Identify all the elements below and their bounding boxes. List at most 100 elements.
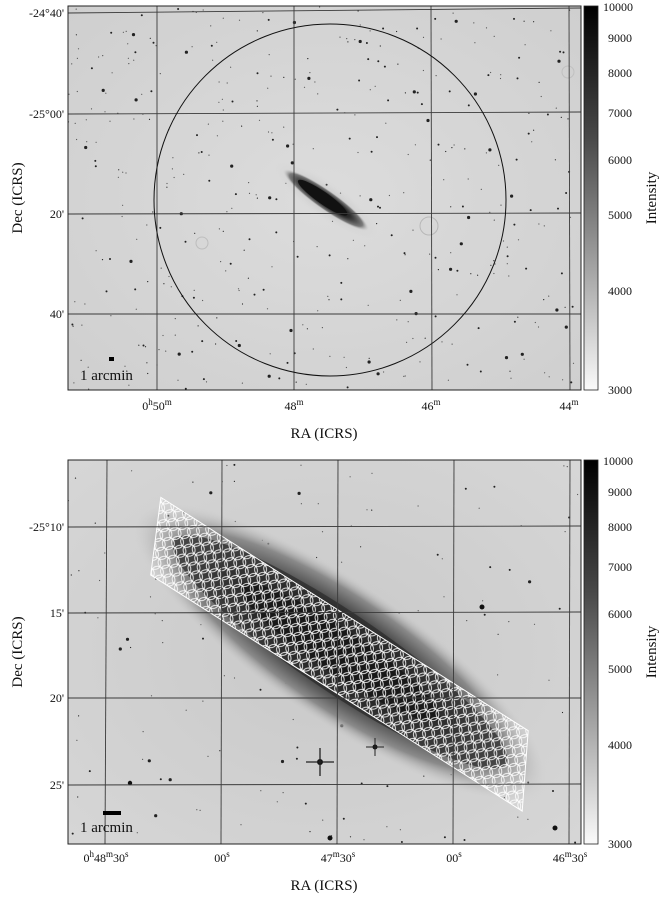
star bbox=[223, 675, 225, 677]
star bbox=[81, 324, 83, 326]
star bbox=[529, 209, 532, 212]
star bbox=[508, 621, 510, 623]
star bbox=[346, 38, 348, 40]
star bbox=[562, 51, 565, 54]
star bbox=[550, 30, 552, 32]
star bbox=[237, 288, 240, 290]
star bbox=[131, 33, 136, 37]
star bbox=[283, 126, 285, 128]
star bbox=[292, 718, 294, 721]
star bbox=[85, 119, 87, 121]
star bbox=[379, 45, 381, 47]
star bbox=[307, 76, 311, 80]
star bbox=[445, 150, 447, 153]
star bbox=[248, 182, 250, 184]
star bbox=[76, 138, 78, 141]
star bbox=[136, 832, 138, 834]
star bbox=[270, 75, 272, 77]
star bbox=[208, 154, 210, 156]
star bbox=[197, 325, 199, 327]
star bbox=[572, 362, 575, 364]
star bbox=[493, 485, 496, 488]
star bbox=[75, 34, 77, 36]
star bbox=[560, 116, 562, 118]
star bbox=[467, 104, 470, 107]
star bbox=[174, 318, 176, 320]
star bbox=[94, 522, 96, 524]
star bbox=[557, 207, 559, 210]
star bbox=[111, 72, 113, 74]
star bbox=[483, 613, 486, 616]
colorbar bbox=[583, 5, 599, 391]
bottom-frame bbox=[67, 459, 582, 845]
star bbox=[328, 299, 330, 301]
star bbox=[513, 17, 515, 20]
star bbox=[233, 480, 235, 482]
star bbox=[443, 836, 446, 839]
star bbox=[146, 224, 148, 226]
star bbox=[142, 731, 144, 733]
star bbox=[241, 303, 244, 305]
star bbox=[451, 147, 453, 149]
star bbox=[267, 87, 269, 89]
star bbox=[577, 493, 579, 496]
star bbox=[94, 159, 97, 162]
star bbox=[147, 759, 151, 763]
star bbox=[184, 50, 188, 54]
star bbox=[75, 8, 77, 10]
x-tick: 46m bbox=[421, 397, 440, 413]
star bbox=[358, 39, 362, 44]
star bbox=[77, 796, 79, 798]
star bbox=[474, 42, 476, 44]
star bbox=[371, 472, 373, 474]
star bbox=[230, 66, 232, 68]
star bbox=[300, 503, 302, 505]
top-plot: 1 arcmin -24°40' -25°00' 20' 40' 0h50m 4… bbox=[10, 0, 660, 442]
star bbox=[275, 198, 278, 201]
star bbox=[564, 325, 568, 329]
star bbox=[340, 298, 343, 301]
star bbox=[513, 223, 516, 226]
bottom-image bbox=[68, 460, 581, 844]
star bbox=[399, 829, 401, 831]
star bbox=[437, 269, 439, 271]
star bbox=[485, 27, 488, 29]
star bbox=[94, 165, 97, 168]
star bbox=[397, 63, 399, 65]
star bbox=[196, 134, 198, 137]
star bbox=[101, 259, 104, 261]
y-tick: -25°10' bbox=[29, 520, 64, 534]
star bbox=[464, 148, 466, 150]
star bbox=[490, 71, 492, 74]
star bbox=[142, 758, 144, 760]
star bbox=[158, 349, 160, 351]
star bbox=[407, 321, 409, 323]
star bbox=[500, 74, 502, 76]
star bbox=[207, 755, 209, 757]
star bbox=[202, 378, 205, 381]
star bbox=[506, 246, 508, 248]
star bbox=[345, 366, 347, 369]
star bbox=[574, 841, 577, 844]
coordinate-grid bbox=[68, 460, 581, 844]
star bbox=[201, 340, 204, 343]
star bbox=[488, 148, 492, 152]
star bbox=[363, 839, 365, 841]
star bbox=[527, 818, 529, 820]
star bbox=[76, 57, 78, 60]
star bbox=[192, 296, 195, 299]
star bbox=[95, 141, 97, 143]
star bbox=[448, 90, 451, 93]
star bbox=[300, 464, 302, 466]
star bbox=[294, 78, 296, 80]
star bbox=[202, 9, 204, 11]
star bbox=[510, 194, 514, 198]
star bbox=[463, 839, 466, 841]
cb-tick: 3000 bbox=[608, 837, 632, 851]
star bbox=[253, 293, 256, 296]
star bbox=[71, 323, 74, 326]
star bbox=[218, 81, 220, 83]
star bbox=[141, 93, 143, 95]
star bbox=[271, 138, 274, 141]
star bbox=[135, 308, 137, 310]
